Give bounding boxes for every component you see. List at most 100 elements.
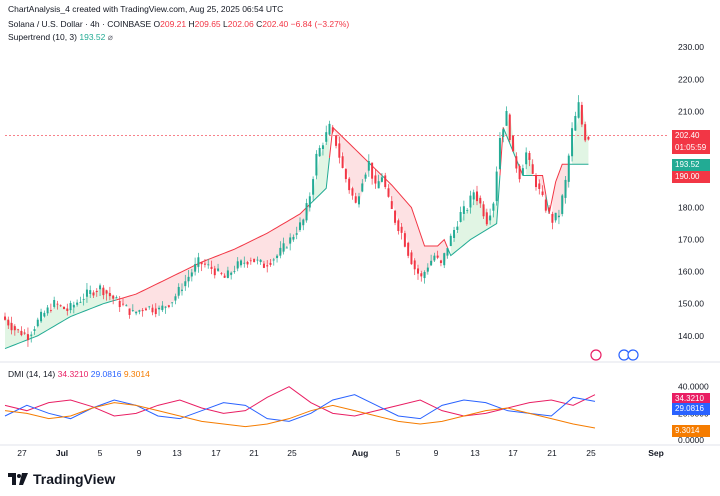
eye-slash-icon[interactable]: ⌀	[107, 32, 113, 42]
supertrend-up-badge: 193.52	[672, 159, 710, 171]
candle-body	[525, 152, 528, 165]
candle-body	[253, 258, 256, 263]
candle-body	[59, 305, 62, 307]
candle-body	[466, 210, 469, 211]
candle-body	[305, 203, 308, 221]
candle-body	[417, 268, 419, 274]
candle-body	[377, 181, 380, 189]
candle-body	[148, 306, 151, 308]
supertrend-up-zone	[572, 104, 589, 165]
candle-body	[299, 222, 301, 230]
candle-body	[266, 265, 269, 267]
candle-body	[341, 156, 344, 168]
candle-body	[502, 129, 505, 137]
dmi-tick: 0.0000	[678, 435, 704, 445]
candle-body	[476, 191, 478, 202]
candle-body	[85, 289, 88, 297]
candle-body	[489, 215, 492, 221]
low-value: 202.06	[227, 19, 254, 29]
candle-body	[269, 262, 272, 265]
candle-body	[40, 311, 43, 322]
candle-body	[325, 132, 328, 142]
candle-body	[141, 310, 144, 312]
adx-value: 9.3014	[123, 369, 150, 379]
candle-body	[528, 153, 531, 160]
dmi-label: DMI (14, 14)	[8, 369, 56, 379]
supertrend-up-zone	[5, 287, 117, 349]
candle-body	[302, 219, 305, 226]
candle-body	[390, 201, 393, 209]
candle-body	[36, 319, 39, 327]
candle-body	[361, 183, 364, 192]
candle-body	[328, 123, 331, 135]
candle-body	[289, 237, 292, 244]
supertrend-label: Supertrend (10, 3)	[8, 32, 77, 42]
price-tick: 170.00	[678, 235, 704, 245]
candle-body	[335, 135, 338, 146]
candle-body	[17, 329, 20, 331]
candle-body	[312, 179, 315, 195]
candle-body	[220, 273, 223, 275]
dmi-row[interactable]: DMI (14, 14) 34.3210 29.0816 9.3014	[8, 369, 150, 379]
candle-body	[420, 273, 423, 277]
candle-body	[20, 330, 23, 336]
symbol-label[interactable]: Solana / U.S. Dollar · 4h · COINBASE	[8, 19, 152, 29]
candle-body	[584, 124, 587, 141]
time-tick: Aug	[352, 448, 369, 458]
candle-body	[69, 303, 72, 311]
candle-body	[472, 192, 475, 200]
supertrend-down-badge: 190.00	[672, 171, 710, 183]
time-tick: 5	[98, 448, 103, 458]
candle-body	[10, 322, 13, 331]
dmi-tick: 40.0000	[678, 382, 709, 392]
time-tick: 5	[396, 448, 401, 458]
candle-body	[544, 199, 547, 211]
time-tick: 25	[287, 448, 297, 458]
candle-body	[318, 147, 321, 157]
candle-body	[518, 165, 521, 180]
candle-body	[380, 177, 383, 182]
candle-body	[226, 270, 229, 279]
tradingview-logo[interactable]: TradingView	[8, 471, 115, 487]
candle-body	[138, 310, 141, 312]
candle-body	[321, 145, 324, 150]
candle-body	[158, 307, 161, 310]
candle-body	[23, 332, 26, 334]
candle-body	[63, 306, 65, 309]
candle-body	[367, 161, 370, 171]
candle-body	[154, 308, 157, 315]
supertrend-down-zone	[119, 204, 310, 314]
candle-body	[492, 203, 495, 211]
price-tick: 210.00	[678, 106, 704, 116]
candle-body	[207, 264, 210, 266]
candle-body	[495, 171, 498, 202]
candle-body	[551, 213, 554, 223]
candle-body	[243, 262, 246, 264]
candle-body	[462, 206, 465, 214]
candle-body	[49, 310, 52, 311]
candle-body	[439, 260, 442, 264]
candle-body	[128, 308, 131, 315]
supertrend-down-zone	[388, 181, 448, 279]
dmi-minus-line	[4, 394, 596, 422]
price-tick: 220.00	[678, 74, 704, 84]
candle-body	[230, 272, 233, 275]
time-tick: 9	[137, 448, 142, 458]
open-value: 209.21	[160, 19, 187, 29]
candle-body	[262, 263, 265, 268]
candle-body	[259, 259, 262, 263]
bar-countdown: 01:05:59	[672, 142, 710, 154]
supertrend-row[interactable]: Supertrend (10, 3) 193.52 ⌀	[8, 32, 113, 43]
chart-credit: ChartAnalysis_4 created with TradingView…	[8, 4, 284, 14]
price-tick: 140.00	[678, 331, 704, 341]
dmi-plus-line	[4, 386, 596, 417]
candle-body	[105, 290, 108, 294]
candle-body	[285, 247, 288, 249]
candle-body	[292, 236, 295, 240]
candle-body	[72, 304, 75, 308]
candle-body	[508, 114, 511, 141]
low-label: L	[223, 19, 228, 29]
candle-body	[217, 268, 220, 271]
candle-body	[102, 287, 105, 296]
